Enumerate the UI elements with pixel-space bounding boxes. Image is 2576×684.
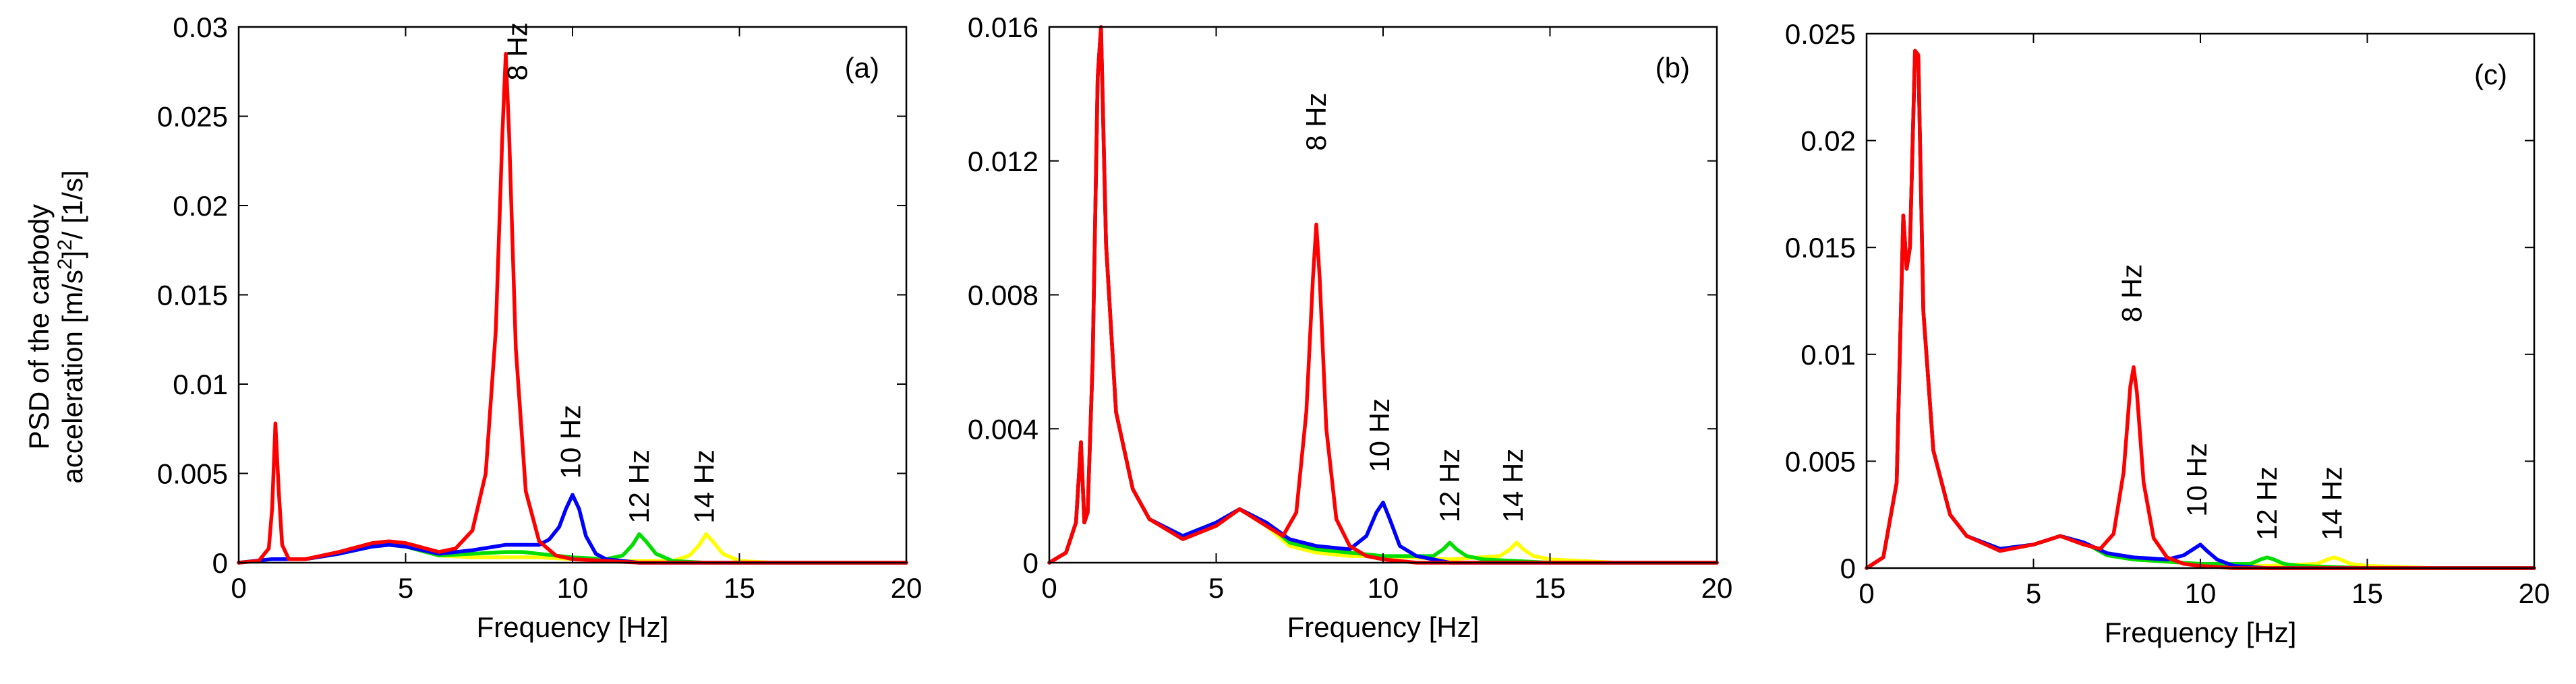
x-tick-label: 15 <box>2351 578 2383 609</box>
peak-annotation: 10 Hz <box>555 405 587 479</box>
y-tick-label: 0.01 <box>173 369 228 400</box>
x-tick-label: 10 <box>1368 572 1399 604</box>
y-tick-label: 0.012 <box>968 146 1038 177</box>
y-tick-label: 0.008 <box>968 280 1038 311</box>
y-tick-label: 0.025 <box>1785 18 1856 50</box>
x-tick-label: 20 <box>1701 572 1733 604</box>
y-tick-label: 0.015 <box>157 280 228 311</box>
y-axis-label-line2: acceleration [m/s2]2/ [1/s] <box>54 170 88 483</box>
peak-annotation: 12 Hz <box>2251 466 2283 540</box>
series-line-12hz <box>1047 25 1719 565</box>
x-tick-label: 0 <box>1041 572 1057 604</box>
x-axis-label: Frequency [Hz] <box>1287 611 1480 643</box>
y-tick-label: 0.005 <box>157 458 228 490</box>
y-tick-label: 0 <box>1023 547 1038 579</box>
peak-annotation: 14 Hz <box>689 449 720 524</box>
x-tick-label: 5 <box>1208 572 1224 604</box>
chart-panel-3: 0 5 10 15 20 0 0.005 0.01 0.015 0.02 0.025 Frequenc… <box>1785 18 2550 648</box>
ylabel-part-sup2: 2 <box>54 239 76 251</box>
x-tick-label: 15 <box>1534 572 1566 604</box>
series-line-14hz <box>1047 25 1719 565</box>
plot-frame <box>237 26 908 564</box>
y-axis-label-line1: PSD of the carbody <box>23 204 55 449</box>
peak-annotation: 8 Hz <box>2116 264 2148 322</box>
x-axis-label: Frequency [Hz] <box>2105 617 2297 648</box>
y-tick-label: 0 <box>1840 553 1856 584</box>
peak-annotation: 8 Hz <box>501 22 533 80</box>
y-tick-label: 0.005 <box>1785 445 1856 477</box>
chart-panel-1: 0 5 10 15 20 0 0.005 0.01 0.015 0.02 0.025 0.03 Freq… <box>157 11 922 643</box>
peak-annotation: 12 Hz <box>1434 449 1465 523</box>
y-tick-label: 0.02 <box>173 190 228 222</box>
x-tick-label: 20 <box>891 572 923 604</box>
y-tick-label: 0 <box>212 547 228 579</box>
panel-label: (b) <box>1656 52 1690 84</box>
x-tick-label: 0 <box>231 572 246 604</box>
y-tick-label: 0.016 <box>968 11 1038 43</box>
ylabel-part-sup: 2 <box>54 258 76 270</box>
y-tick-label: 0.015 <box>1785 232 1856 263</box>
peak-annotation: 14 Hz <box>1497 449 1529 523</box>
y-tick-label: 0.03 <box>173 11 228 43</box>
ylabel-part-tail: / [1/s] <box>57 170 88 239</box>
ylabel-part-mid: ] <box>57 251 88 259</box>
series-line-10hz <box>1047 25 1719 565</box>
series-line-8hz <box>1865 49 2536 570</box>
peak-annotation: 14 Hz <box>2316 466 2348 540</box>
x-tick-label: 10 <box>2185 578 2217 609</box>
y-tick-label: 0.01 <box>1801 339 1856 371</box>
peak-annotation: 8 Hz <box>1300 92 1332 150</box>
peak-annotation: 10 Hz <box>2181 443 2213 517</box>
series-line-8hz <box>237 52 908 565</box>
y-tick-label: 0.025 <box>157 101 228 133</box>
peak-annotation: 10 Hz <box>1364 398 1395 472</box>
x-tick-label: 0 <box>1858 578 1874 609</box>
panel-label: (c) <box>2474 59 2507 90</box>
plot-frame <box>1048 26 1718 564</box>
x-tick-label: 10 <box>557 572 589 604</box>
y-tick-label: 0.02 <box>1801 125 1856 157</box>
x-tick-label: 5 <box>2026 578 2041 609</box>
chart-panel-2: 0 5 10 15 20 0 0.004 0.008 0.012 0.016 Frequency [… <box>968 11 1732 643</box>
peak-annotation: 12 Hz <box>623 449 655 524</box>
x-tick-label: 20 <box>2519 578 2550 609</box>
x-axis-label: Frequency [Hz] <box>477 611 669 643</box>
x-tick-label: 15 <box>724 572 755 604</box>
series-line-8hz <box>1047 25 1719 565</box>
y-tick-label: 0.004 <box>968 413 1038 445</box>
x-tick-label: 5 <box>398 572 413 604</box>
panel-label: (a) <box>845 52 879 84</box>
ylabel-part-main: acceleration [m/s <box>57 270 88 483</box>
